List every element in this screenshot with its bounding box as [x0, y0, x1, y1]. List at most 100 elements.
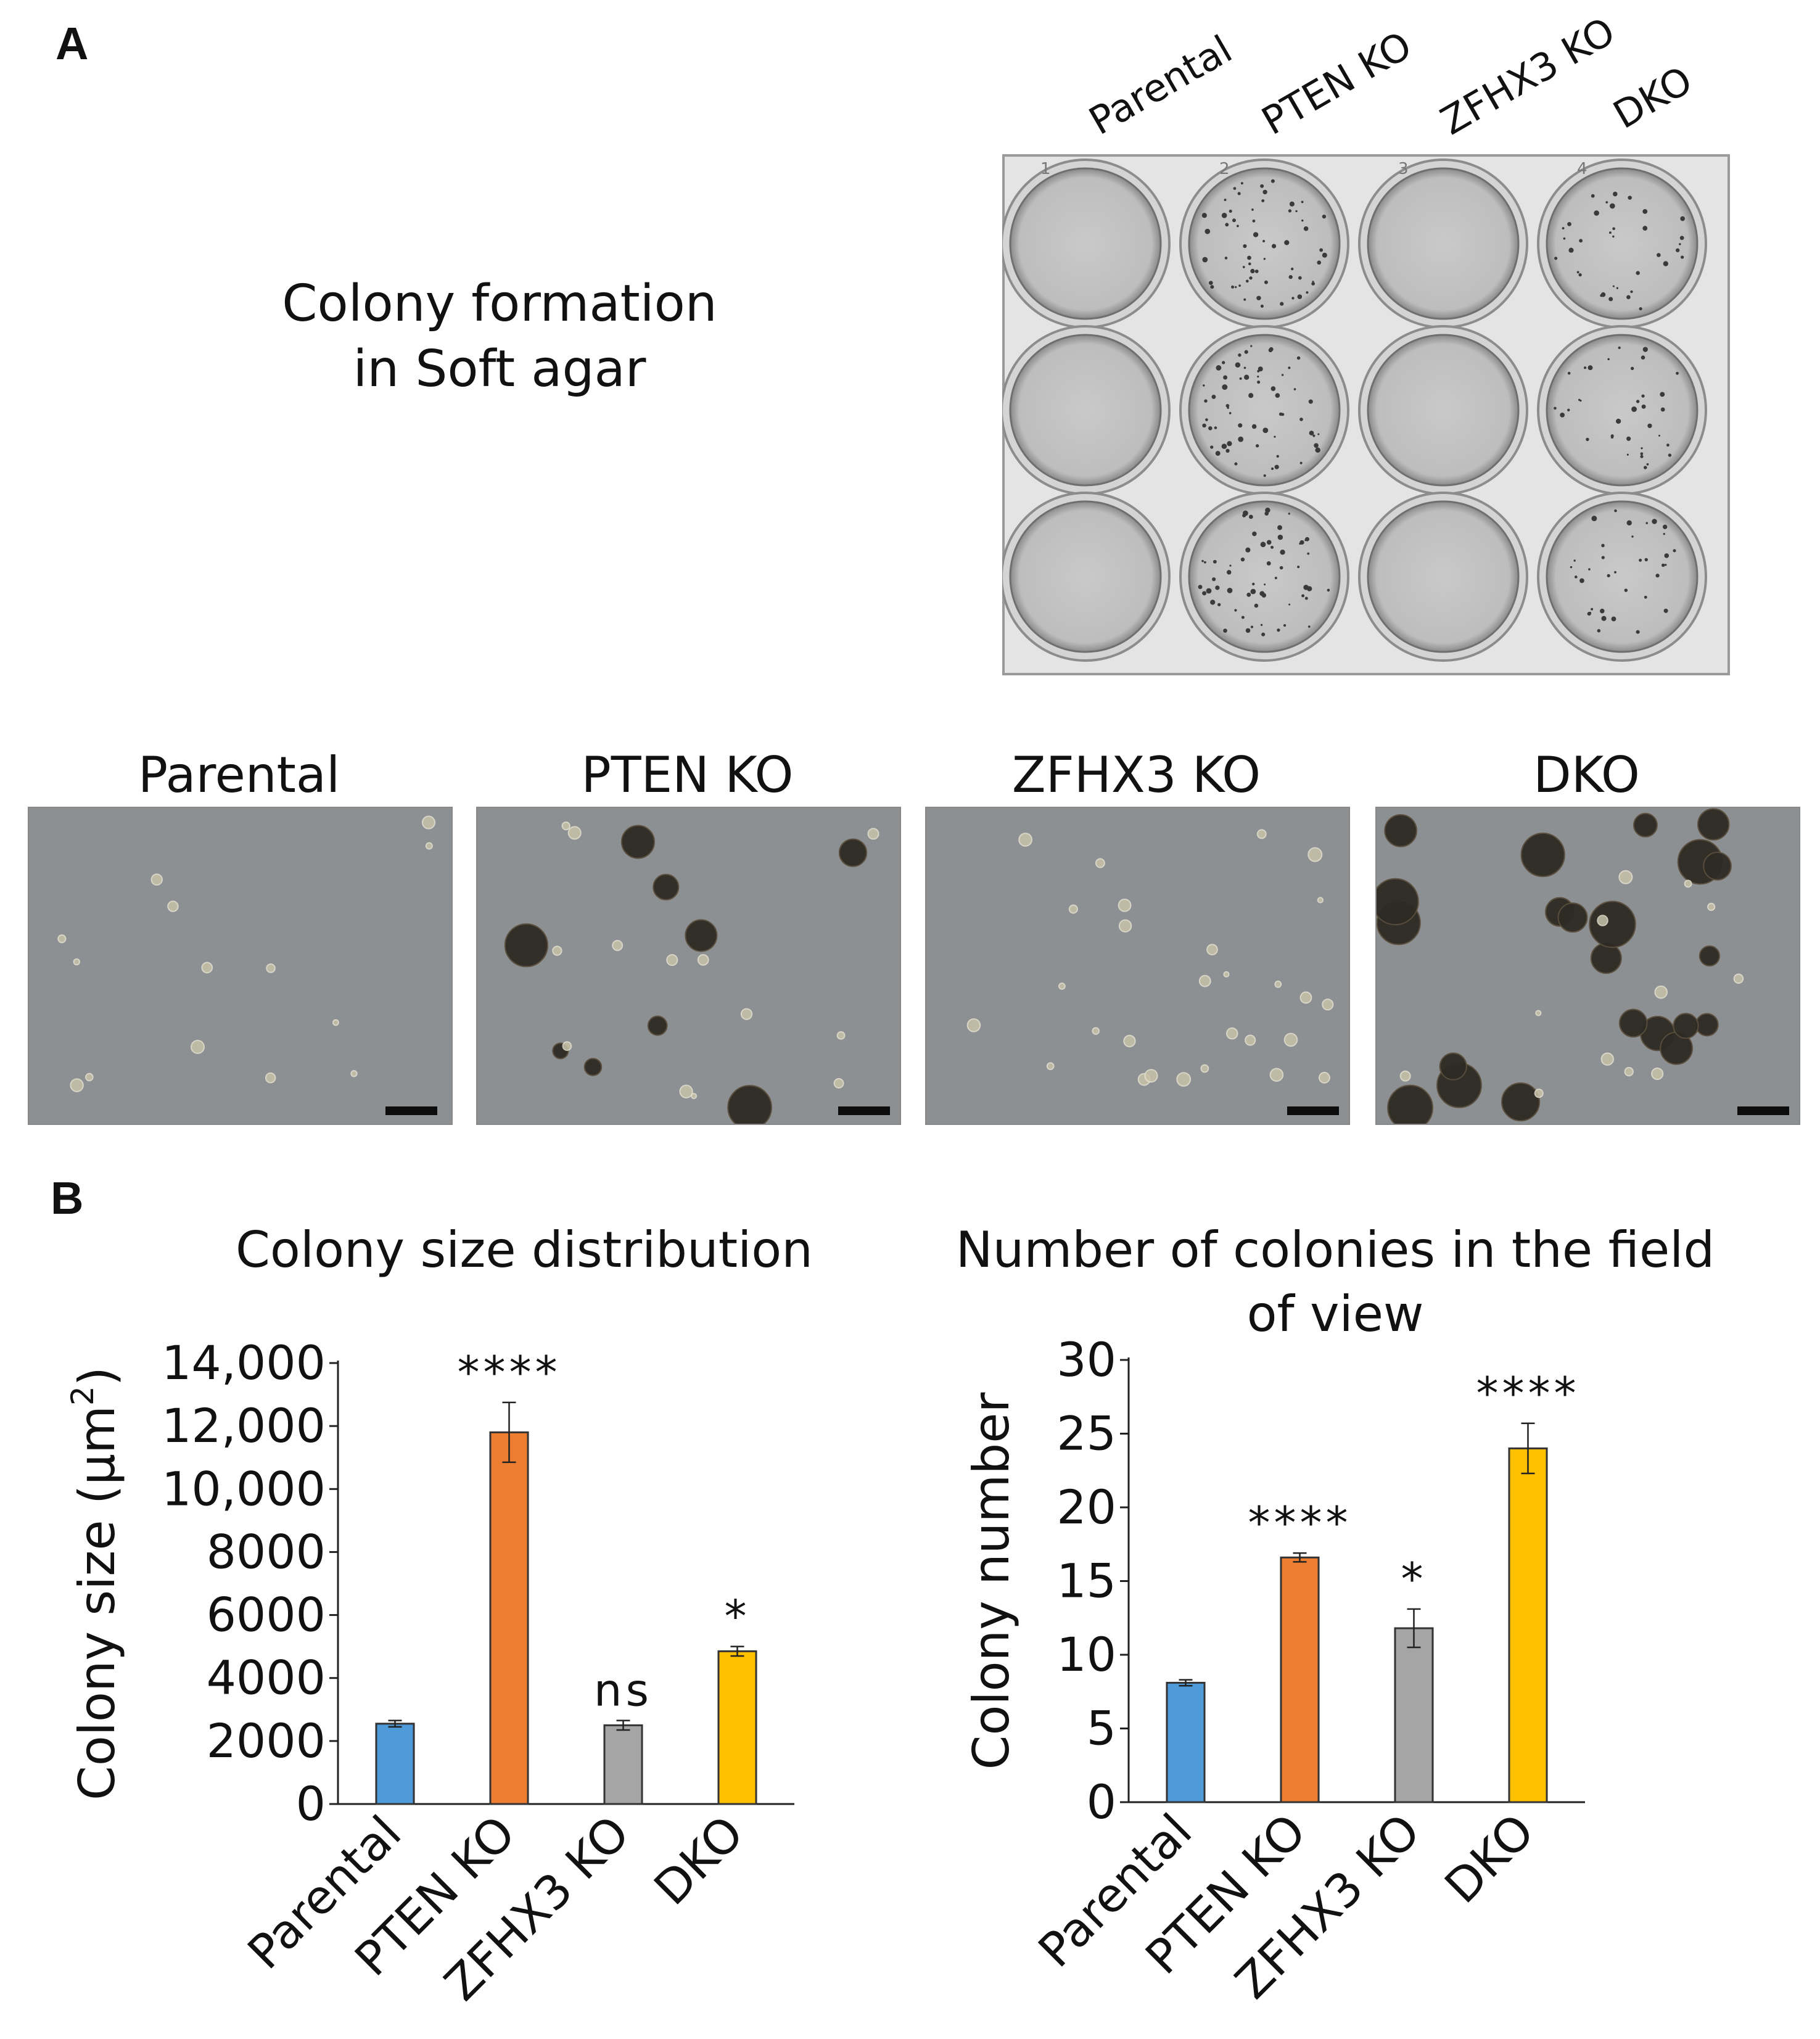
plate-colony-dot	[1578, 273, 1582, 277]
plate-colony-dot	[1612, 285, 1615, 287]
micrograph-colony	[85, 1073, 94, 1082]
micrograph-colonies	[966, 829, 1334, 1087]
micrograph-colony	[1206, 944, 1218, 956]
plate-colony-dot	[1311, 282, 1316, 286]
panel-label-b: B	[51, 1172, 84, 1224]
chart-title-colony-number-line1: Number of colonies in the field	[955, 1221, 1715, 1279]
plate-colony-dot	[1270, 386, 1276, 391]
plate-colony-dot	[1210, 599, 1216, 605]
plate-colony-dot	[1246, 592, 1251, 597]
plate-colony-dot	[1301, 219, 1304, 222]
micrograph-colony	[201, 962, 213, 974]
plate-colony-dot	[1680, 216, 1686, 221]
plate-colony-dot	[1245, 547, 1251, 553]
soft-agar-caption-line1: Colony formation	[282, 274, 717, 333]
soft-agar-plate-photo: 1 2 3 4	[1002, 154, 1730, 675]
micrograph-colony	[1283, 1032, 1298, 1047]
micrograph-colony	[727, 1085, 772, 1124]
plate-colony-dot	[1591, 608, 1594, 611]
plate-colony-dot	[1250, 345, 1253, 347]
plate-colony-dot	[1312, 434, 1316, 437]
bar	[717, 1650, 757, 1805]
plate-colony-dot	[1663, 608, 1668, 613]
plate-colony-dot	[1293, 388, 1296, 390]
plate-colony-dot	[1252, 531, 1257, 537]
plate-colony-dot	[1271, 467, 1274, 471]
plate-colony-dot	[1270, 545, 1274, 549]
plate-colony-dot	[1222, 361, 1225, 365]
y-tick-label: 5	[1087, 1701, 1116, 1756]
plate-colony-dot	[1249, 276, 1253, 280]
scale-bar	[1737, 1106, 1789, 1115]
plate-colony-dot	[1616, 418, 1621, 424]
plate-label-pten-ko: PTEN KO	[1254, 22, 1419, 144]
plate-colony-dot	[1645, 522, 1649, 524]
plate-colony-dot	[1221, 212, 1227, 218]
plate-colony-dot	[1288, 366, 1291, 369]
chart-title-colony-number: Number of colonies in the field of view	[888, 1218, 1782, 1346]
plate-colony-dot	[1306, 291, 1309, 294]
panel-label-a: A	[56, 18, 89, 69]
micrograph-colony	[1384, 814, 1417, 847]
plate-colony-dot	[1568, 247, 1574, 253]
micrograph-colony	[1274, 980, 1282, 988]
plate-colony-dot	[1298, 276, 1302, 280]
plate-colony-dot	[1223, 628, 1227, 633]
micrograph-colony	[562, 1041, 572, 1051]
plate-colony-dot	[1297, 294, 1303, 299]
micrograph-colony	[1703, 851, 1732, 881]
plate-colony-dot	[1241, 616, 1245, 619]
y-tick-label: 14,000	[162, 1335, 326, 1390]
plate-colony-dot	[1233, 187, 1237, 190]
plate-colony-dot	[1587, 365, 1593, 371]
y-tick-label: 10	[1056, 1627, 1116, 1682]
plate-colony-dot	[1243, 244, 1247, 249]
micrograph-colony	[70, 1078, 84, 1092]
scale-bar	[1287, 1106, 1339, 1115]
plate-colony-dot	[1201, 559, 1204, 562]
plate-colony-dot	[1280, 550, 1285, 555]
plate-colony-dot	[1631, 535, 1634, 538]
y-tick-label: 6000	[207, 1588, 326, 1642]
plate-colony-dot	[1206, 588, 1212, 594]
micrograph-colony	[1095, 858, 1105, 868]
micrograph-colony	[666, 954, 678, 966]
plate-well	[1188, 167, 1341, 320]
plate-label-parental: Parental	[1081, 26, 1240, 144]
bar	[489, 1431, 529, 1805]
micrograph-colony	[1118, 898, 1132, 912]
plate-colony-dot	[1274, 577, 1277, 580]
plate-colony-dot	[1636, 271, 1640, 275]
plate-colony-dot	[1245, 279, 1249, 283]
plate-colony-dot	[1655, 574, 1660, 578]
plate-colony-dot	[1612, 227, 1615, 231]
micrograph-colony	[191, 1040, 205, 1054]
plate-colony-dot	[1223, 375, 1228, 380]
plate-colony-dot	[1664, 553, 1670, 558]
plate-colony-dot	[1277, 534, 1283, 540]
plate-colony-dot	[1227, 570, 1232, 575]
plate-colony-dot	[1614, 509, 1617, 513]
plate-colony-dot	[1239, 377, 1242, 380]
plate-colony-dot	[1253, 232, 1259, 237]
plate-colony-dot	[1234, 609, 1237, 612]
micrograph-parental	[28, 807, 453, 1125]
plate-colony-dot	[1586, 437, 1589, 442]
plate-colony-dot	[1616, 287, 1618, 289]
plate-colony-dot	[1610, 203, 1615, 209]
micrograph-colony	[1618, 870, 1633, 884]
micrograph-colony	[620, 825, 655, 859]
plate-colony-dot	[1214, 426, 1217, 429]
plate-colony-dot	[1260, 624, 1263, 626]
micrograph-colony	[653, 873, 680, 900]
plate-colony-dot	[1279, 566, 1283, 570]
plate-colony-dot	[1588, 568, 1591, 571]
micrograph-colony	[1018, 833, 1032, 847]
plate-colony-dot	[1261, 632, 1266, 636]
plate-well	[1367, 167, 1520, 320]
micrograph-pten-ko	[476, 807, 901, 1125]
plate-colony-dot	[1198, 585, 1203, 590]
micrograph-colony	[966, 1018, 981, 1032]
plate-colony-dot	[1608, 231, 1612, 234]
micrograph-title-dko: DKO	[1533, 746, 1640, 804]
